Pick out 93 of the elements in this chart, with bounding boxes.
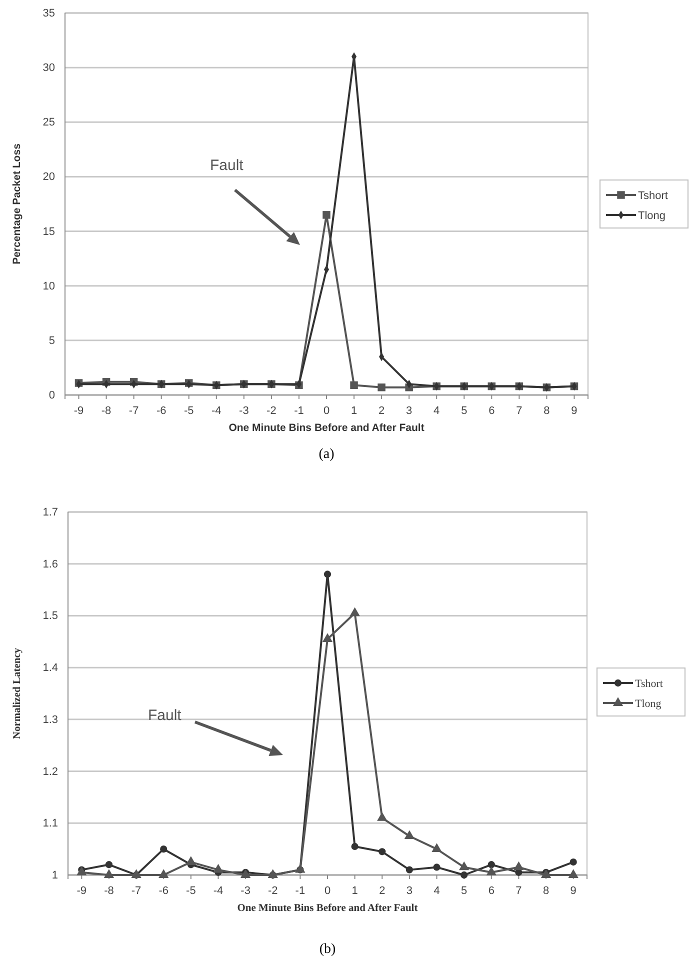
point [404, 830, 415, 840]
x-tick-label: 3 [406, 885, 413, 898]
y-tick-label: 1.5 [42, 610, 58, 622]
y-tick-label: 1.4 [42, 662, 58, 674]
x-tick-label: 6 [488, 405, 495, 418]
point [213, 864, 224, 873]
x-tick-label: -4 [213, 885, 224, 898]
x-tick-label: 4 [434, 405, 440, 418]
annotation: Fault [210, 157, 244, 174]
y-tick-label: 5 [48, 334, 55, 347]
x-tick-label: 0 [324, 885, 331, 898]
y-tick-label: 1.3 [42, 714, 58, 726]
x-tick-label: 9 [570, 885, 576, 898]
y-axis-title: Percentage Packet Loss [11, 143, 23, 264]
y-tick-label: 0 [48, 390, 55, 402]
point [514, 861, 524, 870]
x-tick-label: -1 [295, 885, 306, 898]
x-tick-label: 5 [461, 405, 468, 418]
text: (b) [319, 942, 336, 957]
point [324, 570, 332, 578]
point [486, 866, 496, 876]
x-tick-label: -1 [294, 405, 304, 418]
point [568, 869, 578, 878]
x-tick-label: 7 [516, 885, 522, 898]
point [488, 861, 495, 868]
point [377, 812, 388, 821]
y-tick-label: 30 [42, 62, 55, 74]
x-tick-label: -3 [239, 405, 249, 418]
y-tick-label: 20 [42, 171, 55, 184]
point [350, 607, 360, 616]
x-tick-label: 1 [352, 885, 358, 898]
x-tick-label: 2 [379, 885, 386, 898]
y-tick-label: 1.1 [42, 818, 58, 830]
x-tick-label: -8 [104, 885, 114, 898]
point [378, 848, 386, 856]
x-tick-label: 7 [516, 405, 522, 418]
x-tick-label: 0 [323, 405, 330, 418]
x-tick-label: -2 [266, 405, 276, 418]
point [158, 869, 169, 878]
x-tick-label: -6 [156, 405, 166, 418]
legend-label: Tlong [638, 210, 666, 222]
x-tick-label: -9 [76, 885, 87, 898]
point [350, 381, 358, 390]
x-tick-label: 8 [544, 405, 550, 418]
point [160, 846, 168, 853]
point [104, 869, 114, 878]
x-tick-label: -2 [268, 885, 278, 898]
text: (a) [318, 447, 335, 462]
point [105, 861, 113, 868]
legend-label: Tshort [638, 190, 668, 202]
point [378, 383, 386, 392]
x-tick-label: -6 [158, 885, 168, 898]
x-tick-label: 3 [406, 405, 412, 418]
y-tick-label: 1.7 [42, 506, 58, 519]
point [433, 864, 440, 871]
y-axis-title: Normalized Latency [12, 647, 23, 740]
x-tick-label: 1 [350, 405, 358, 418]
x-tick-label: 2 [378, 405, 385, 418]
point [460, 871, 468, 879]
y-tick-label: 25 [42, 116, 55, 129]
x-tick-label: -7 [128, 405, 139, 418]
x-axis-title: One Minute Bins Before and After Fault [228, 422, 425, 434]
point [570, 858, 577, 866]
point [295, 864, 306, 873]
x-tick-label: 6 [488, 885, 494, 898]
legend-label: Tlong [635, 698, 662, 710]
x-tick-label: -9 [74, 405, 84, 418]
point [322, 633, 333, 642]
x-tick-label: -4 [212, 405, 222, 418]
point [458, 861, 470, 870]
point [322, 211, 330, 219]
x-tick-label: -3 [240, 885, 250, 898]
annotation: Fault [148, 707, 182, 724]
x-tick-label: -5 [184, 405, 194, 418]
y-tick-label: 10 [42, 280, 55, 292]
y-tick-label: 15 [42, 226, 55, 238]
point [186, 856, 196, 865]
x-tick-label: 8 [542, 885, 550, 898]
x-tick-label: -8 [101, 405, 112, 418]
legend-label: Tshort [635, 678, 663, 690]
point [432, 843, 442, 852]
x-tick-label: -5 [186, 885, 196, 898]
y-tick-label: 1.6 [42, 558, 58, 570]
point [406, 866, 414, 874]
x-tick-label: -7 [131, 885, 142, 898]
y-tick-label: 1 [52, 870, 58, 882]
x-tick-label: 4 [434, 885, 440, 898]
point [351, 842, 358, 850]
y-tick-label: 35 [42, 8, 55, 20]
x-axis-title: One Minute Bins Before and After Fault [237, 903, 418, 914]
x-tick-label: 9 [571, 405, 578, 418]
y-tick-label: 1.2 [42, 766, 58, 778]
x-tick-label: 5 [461, 885, 468, 898]
